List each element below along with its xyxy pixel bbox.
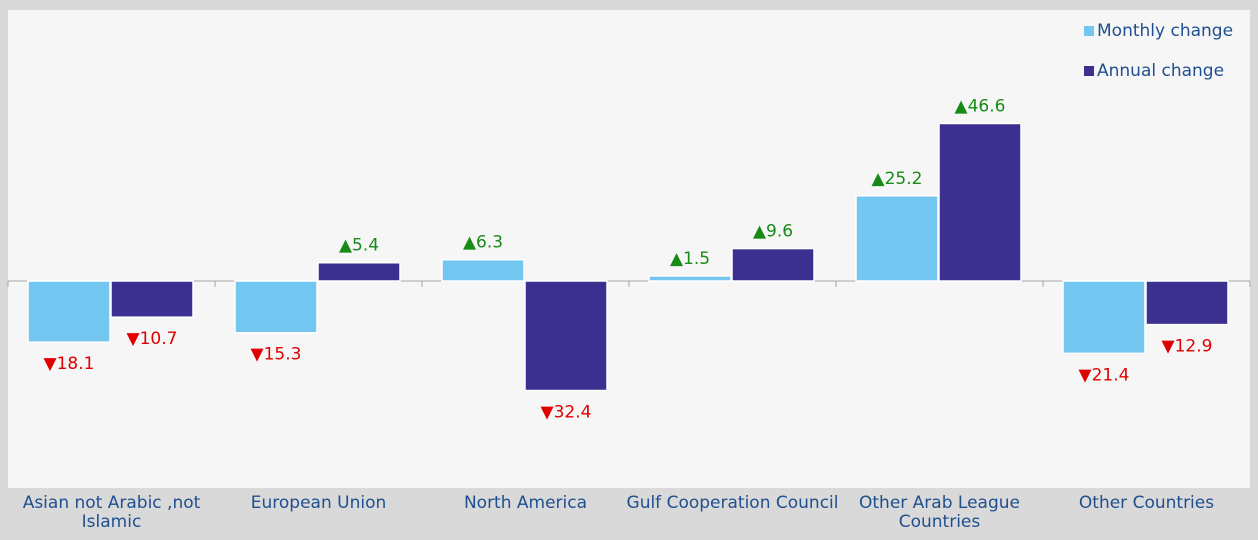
bar bbox=[524, 280, 608, 392]
value-label: ▼18.1 bbox=[44, 354, 95, 374]
legend-swatch bbox=[1084, 66, 1094, 76]
category-label: European Union bbox=[250, 493, 387, 513]
bar bbox=[317, 261, 401, 282]
value-label: ▲1.5 bbox=[670, 249, 710, 269]
bar bbox=[110, 280, 194, 318]
bar bbox=[855, 195, 939, 282]
bar bbox=[731, 247, 815, 282]
bar bbox=[234, 280, 318, 334]
legend-label: Monthly change bbox=[1097, 21, 1233, 41]
value-label: ▲25.2 bbox=[872, 169, 923, 189]
bar bbox=[27, 280, 111, 343]
category-label: Other Countries bbox=[1078, 493, 1215, 513]
value-label: ▼10.7 bbox=[127, 329, 178, 349]
legend-swatch bbox=[1084, 26, 1094, 36]
category-label: North America bbox=[463, 493, 588, 513]
value-label: ▲6.3 bbox=[463, 233, 503, 253]
value-label: ▼32.4 bbox=[541, 403, 592, 423]
value-label: ▼15.3 bbox=[251, 345, 302, 365]
legend-label: Annual change bbox=[1097, 61, 1224, 81]
category-label: Other Arab League Countries bbox=[859, 493, 1020, 532]
bar bbox=[1062, 280, 1146, 355]
bar bbox=[1145, 280, 1229, 326]
value-label: ▲9.6 bbox=[753, 222, 793, 242]
bar bbox=[938, 122, 1022, 282]
value-label: ▲5.4 bbox=[339, 236, 379, 256]
category-label: Gulf Cooperation Council bbox=[626, 493, 839, 513]
value-label: ▼12.9 bbox=[1162, 337, 1213, 357]
plot-area bbox=[8, 10, 1250, 488]
category-label: Asian not Arabic ,not Islamic bbox=[22, 493, 201, 532]
bar bbox=[648, 275, 732, 282]
value-label: ▼21.4 bbox=[1079, 365, 1130, 385]
value-label: ▲46.6 bbox=[955, 96, 1006, 116]
bar bbox=[441, 258, 525, 282]
